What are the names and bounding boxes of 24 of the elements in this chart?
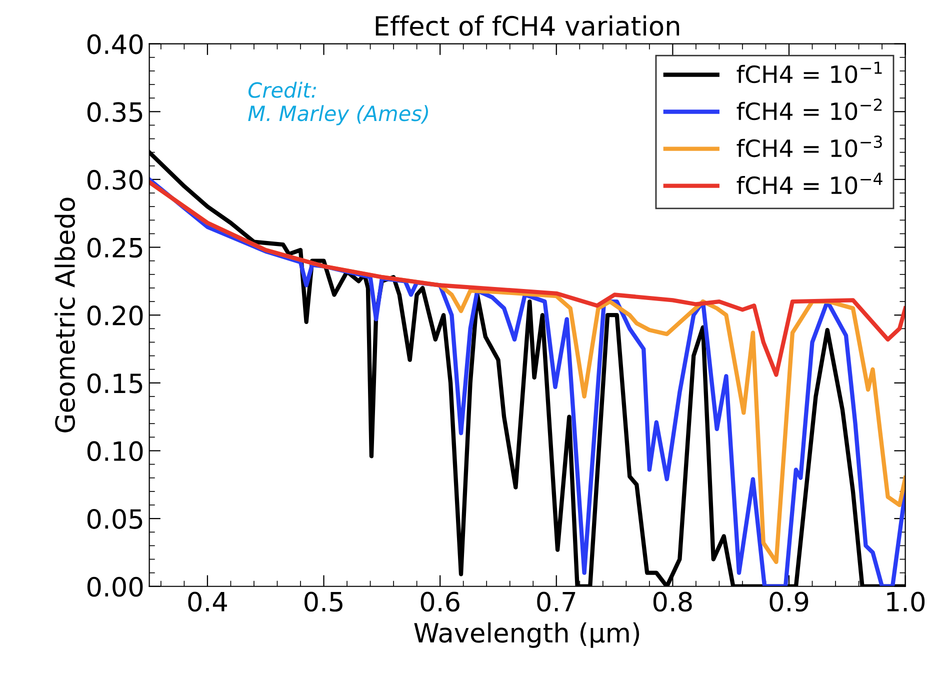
x-tick-label: 0.6 (420, 592, 460, 612)
legend-label: fCH4 = 10$^{−4}$ (736, 172, 882, 194)
legend-label: fCH4 = 10$^{−1}$ (736, 62, 882, 84)
x-tick-label: 1.0 (887, 592, 925, 612)
y-tick-label: 0.35 (87, 102, 142, 122)
annotation: Credit: M. Marley (Ames) (248, 82, 428, 126)
x-tick-label: 0.8 (653, 592, 692, 612)
y-tick-label: 0.15 (87, 373, 142, 394)
chart-title: Effect of fCH4 variation (376, 15, 680, 36)
y-tick-label: 0.05 (87, 509, 142, 529)
x-tick-label: 0.5 (304, 592, 342, 612)
x-axis-title: Wavelength (μm) (414, 622, 640, 648)
y-tick-label: 0.25 (87, 238, 142, 258)
y-tick-label: 0.20 (87, 306, 143, 326)
y-tick-label: 0.00 (87, 576, 143, 597)
legend-label: fCH4 = 10$^{−2}$ (736, 98, 882, 120)
y-tick-label: 0.10 (87, 441, 143, 462)
y-tick-label: 0.30 (87, 170, 143, 190)
x-tick-label: 0.4 (188, 592, 227, 612)
y-axis-title: Geometric Albedo (54, 198, 76, 432)
y-tick-label: 0.40 (87, 34, 143, 54)
x-tick-label: 0.7 (537, 592, 576, 612)
legend-label: fCH4 = 10$^{−3}$ (736, 136, 882, 158)
x-tick-label: 0.9 (770, 592, 808, 612)
